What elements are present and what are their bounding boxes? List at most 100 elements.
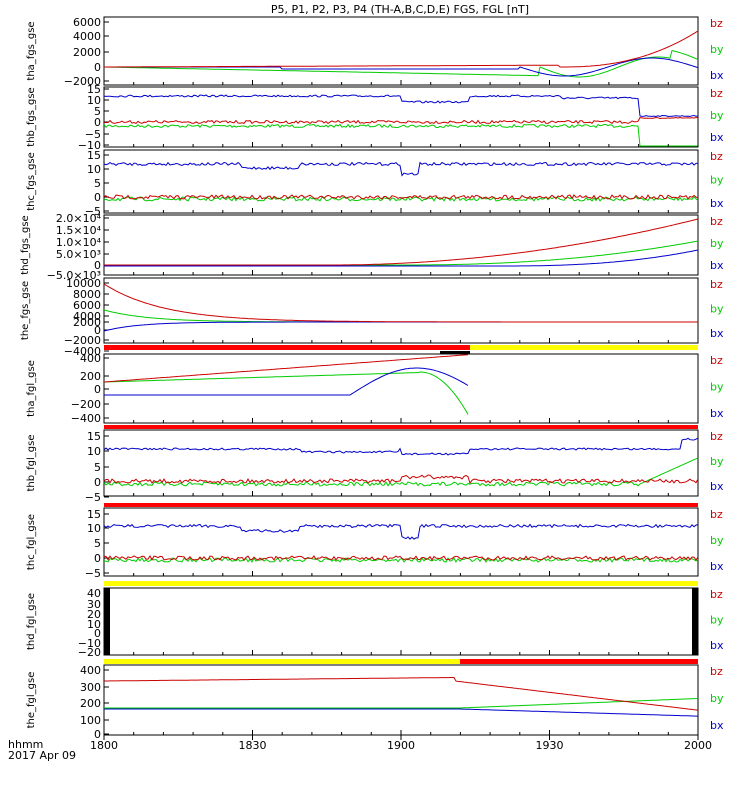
legend-entry: by bbox=[710, 237, 724, 250]
panel: 400 300 200 1000 the_fgl_gse bz by bx bbox=[26, 664, 724, 741]
y-axis-label: thd_fgs_gse bbox=[20, 215, 31, 274]
series-line-by bbox=[103, 309, 698, 323]
y-tick-label: 1.5×10⁴ bbox=[56, 224, 102, 237]
series-line-bx bbox=[103, 523, 699, 540]
legend-entry: bz bbox=[710, 354, 723, 367]
y-tick-label: 8000 bbox=[73, 288, 101, 301]
y-tick-label: 0 bbox=[94, 627, 101, 640]
panel-frame bbox=[103, 429, 699, 497]
y-tick-label: 400 bbox=[80, 664, 101, 677]
series-line-by bbox=[104, 698, 699, 709]
series-line-by bbox=[104, 50, 699, 78]
status-bar-segment bbox=[104, 581, 698, 586]
series-line-bx bbox=[103, 94, 699, 118]
legend-entry: bx bbox=[710, 480, 724, 493]
y-tick-label: 0 bbox=[94, 61, 101, 74]
legend-entry: by bbox=[710, 109, 724, 122]
y-tick-label: −200 bbox=[71, 398, 101, 411]
y-tick-label: 5.0×10³ bbox=[56, 248, 101, 261]
y-tick-label: 0 bbox=[94, 116, 101, 129]
y-axis-label: thd_fgl_gse bbox=[26, 593, 37, 650]
legend-entry: bx bbox=[710, 560, 724, 573]
panel-frame bbox=[103, 16, 699, 86]
legend-entry: by bbox=[710, 534, 724, 547]
legend-entry: bz bbox=[710, 278, 723, 291]
series-line-by bbox=[103, 123, 698, 147]
y-axis-label: tha_fgs_gse bbox=[26, 21, 37, 80]
y-tick-label: −5 bbox=[85, 205, 101, 218]
y-tick-label: 0 bbox=[94, 191, 101, 204]
series-line-bz bbox=[103, 474, 699, 485]
y-axis-label: the_fgl_gse bbox=[26, 672, 37, 729]
legend-entry: bz bbox=[710, 87, 723, 100]
y-tick-label: 10 bbox=[87, 618, 101, 631]
y-tick-label: −5 bbox=[85, 567, 101, 580]
y-tick-label: −10 bbox=[78, 637, 101, 650]
legend-entry: bx bbox=[710, 719, 724, 732]
x-tick-label: 2000 bbox=[684, 739, 712, 752]
series-line-bx bbox=[104, 249, 699, 267]
y-tick-label: 5 bbox=[94, 177, 101, 190]
series-line-by bbox=[103, 457, 699, 487]
status-bar-segment bbox=[440, 351, 470, 354]
y-tick-label: 15 bbox=[87, 508, 101, 521]
y-tick-label: 2.0×10⁴ bbox=[56, 212, 102, 225]
legend-entry: bz bbox=[710, 508, 723, 521]
y-tick-label: 2000 bbox=[73, 46, 101, 59]
y-tick-label: 15 bbox=[87, 430, 101, 443]
legend-entry: by bbox=[710, 692, 724, 705]
legend-entry: by bbox=[710, 381, 724, 394]
legend-entry: by bbox=[710, 43, 724, 56]
legend-entry: bx bbox=[710, 639, 724, 652]
series-line-bz bbox=[103, 354, 469, 383]
panel-frame bbox=[103, 277, 699, 344]
x-axis-label: hhmm bbox=[8, 738, 43, 751]
legend-entry: by bbox=[710, 174, 724, 187]
y-tick-label: 4000 bbox=[73, 310, 101, 323]
status-bar-segment bbox=[470, 345, 698, 350]
status-bar-segment bbox=[104, 659, 460, 664]
x-tick-label: 1900 bbox=[387, 739, 415, 752]
y-tick-label: 40 bbox=[87, 587, 101, 600]
status-bar-segment bbox=[104, 345, 470, 350]
y-tick-label: −2000 bbox=[64, 334, 101, 347]
legend-entry: by bbox=[710, 455, 724, 468]
y-tick-label: 15 bbox=[87, 83, 101, 96]
panel-frame bbox=[103, 353, 699, 424]
y-axis-label: thc_fgs_gse bbox=[26, 152, 37, 211]
y-tick-label: 300 bbox=[80, 681, 101, 694]
y-tick-label: 0 bbox=[94, 728, 101, 741]
y-axis-label: thb_fgs_gse bbox=[26, 87, 37, 146]
y-tick-label: −10 bbox=[78, 139, 101, 152]
series-line-bx bbox=[103, 437, 699, 456]
y-axis-label: the_fgs_gse bbox=[20, 281, 31, 340]
series-line-bx bbox=[103, 161, 699, 177]
y-tick-label: 4000 bbox=[73, 30, 101, 43]
x-tick-label: 1800 bbox=[90, 739, 118, 752]
y-axis-label: thc_fgl_gse bbox=[26, 514, 37, 570]
y-tick-label: −4000 bbox=[64, 345, 101, 358]
x-tick-label: 1830 bbox=[239, 739, 267, 752]
panel: 15 10 5 0 −5 thb_fgl_gse bz by bx bbox=[26, 429, 724, 504]
series-line-bz bbox=[103, 283, 698, 323]
legend-entry: bz bbox=[710, 430, 723, 443]
legend-entry: bx bbox=[710, 407, 724, 420]
y-tick-label: 15 bbox=[87, 149, 101, 162]
y-axis-label: thb_fgl_gse bbox=[26, 435, 37, 492]
legend-entry: bx bbox=[710, 259, 724, 272]
y-tick-label: −20 bbox=[78, 646, 101, 659]
y-tick-label: −400 bbox=[71, 412, 101, 425]
legend-entry: bx bbox=[710, 69, 724, 82]
y-tick-label: 6000 bbox=[73, 16, 101, 29]
y-tick-label: 400 bbox=[80, 352, 101, 365]
y-tick-label: 6000 bbox=[73, 299, 101, 312]
y-tick-label: −5.0×10³ bbox=[47, 269, 101, 282]
series-line-by bbox=[104, 240, 699, 266]
status-bar-segment bbox=[104, 425, 698, 429]
y-tick-label: 2000 bbox=[73, 316, 101, 329]
y-tick-label: 10000 bbox=[66, 277, 101, 290]
legend-entry: bx bbox=[710, 327, 724, 340]
